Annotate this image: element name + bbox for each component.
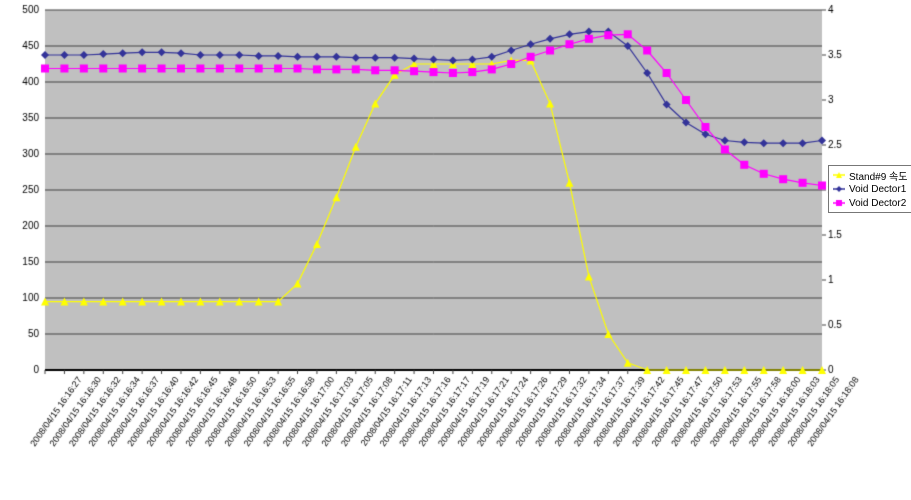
legend-marker-icon [833,169,845,181]
legend-label: Void Dector1 [849,184,906,195]
legend-label: Stand#9 속도 [849,168,907,183]
legend-item: Void Dector1 [833,182,911,196]
legend-marker-icon [833,197,845,209]
legend-item: Void Dector2 [833,196,911,210]
legend-label: Void Dector2 [849,198,906,209]
legend-item: Stand#9 속도 [833,168,911,182]
dual-axis-line-chart [0,0,911,500]
chart-legend: Stand#9 속도Void Dector1 Void Dector2 [828,165,911,213]
legend-marker-icon [833,183,845,195]
